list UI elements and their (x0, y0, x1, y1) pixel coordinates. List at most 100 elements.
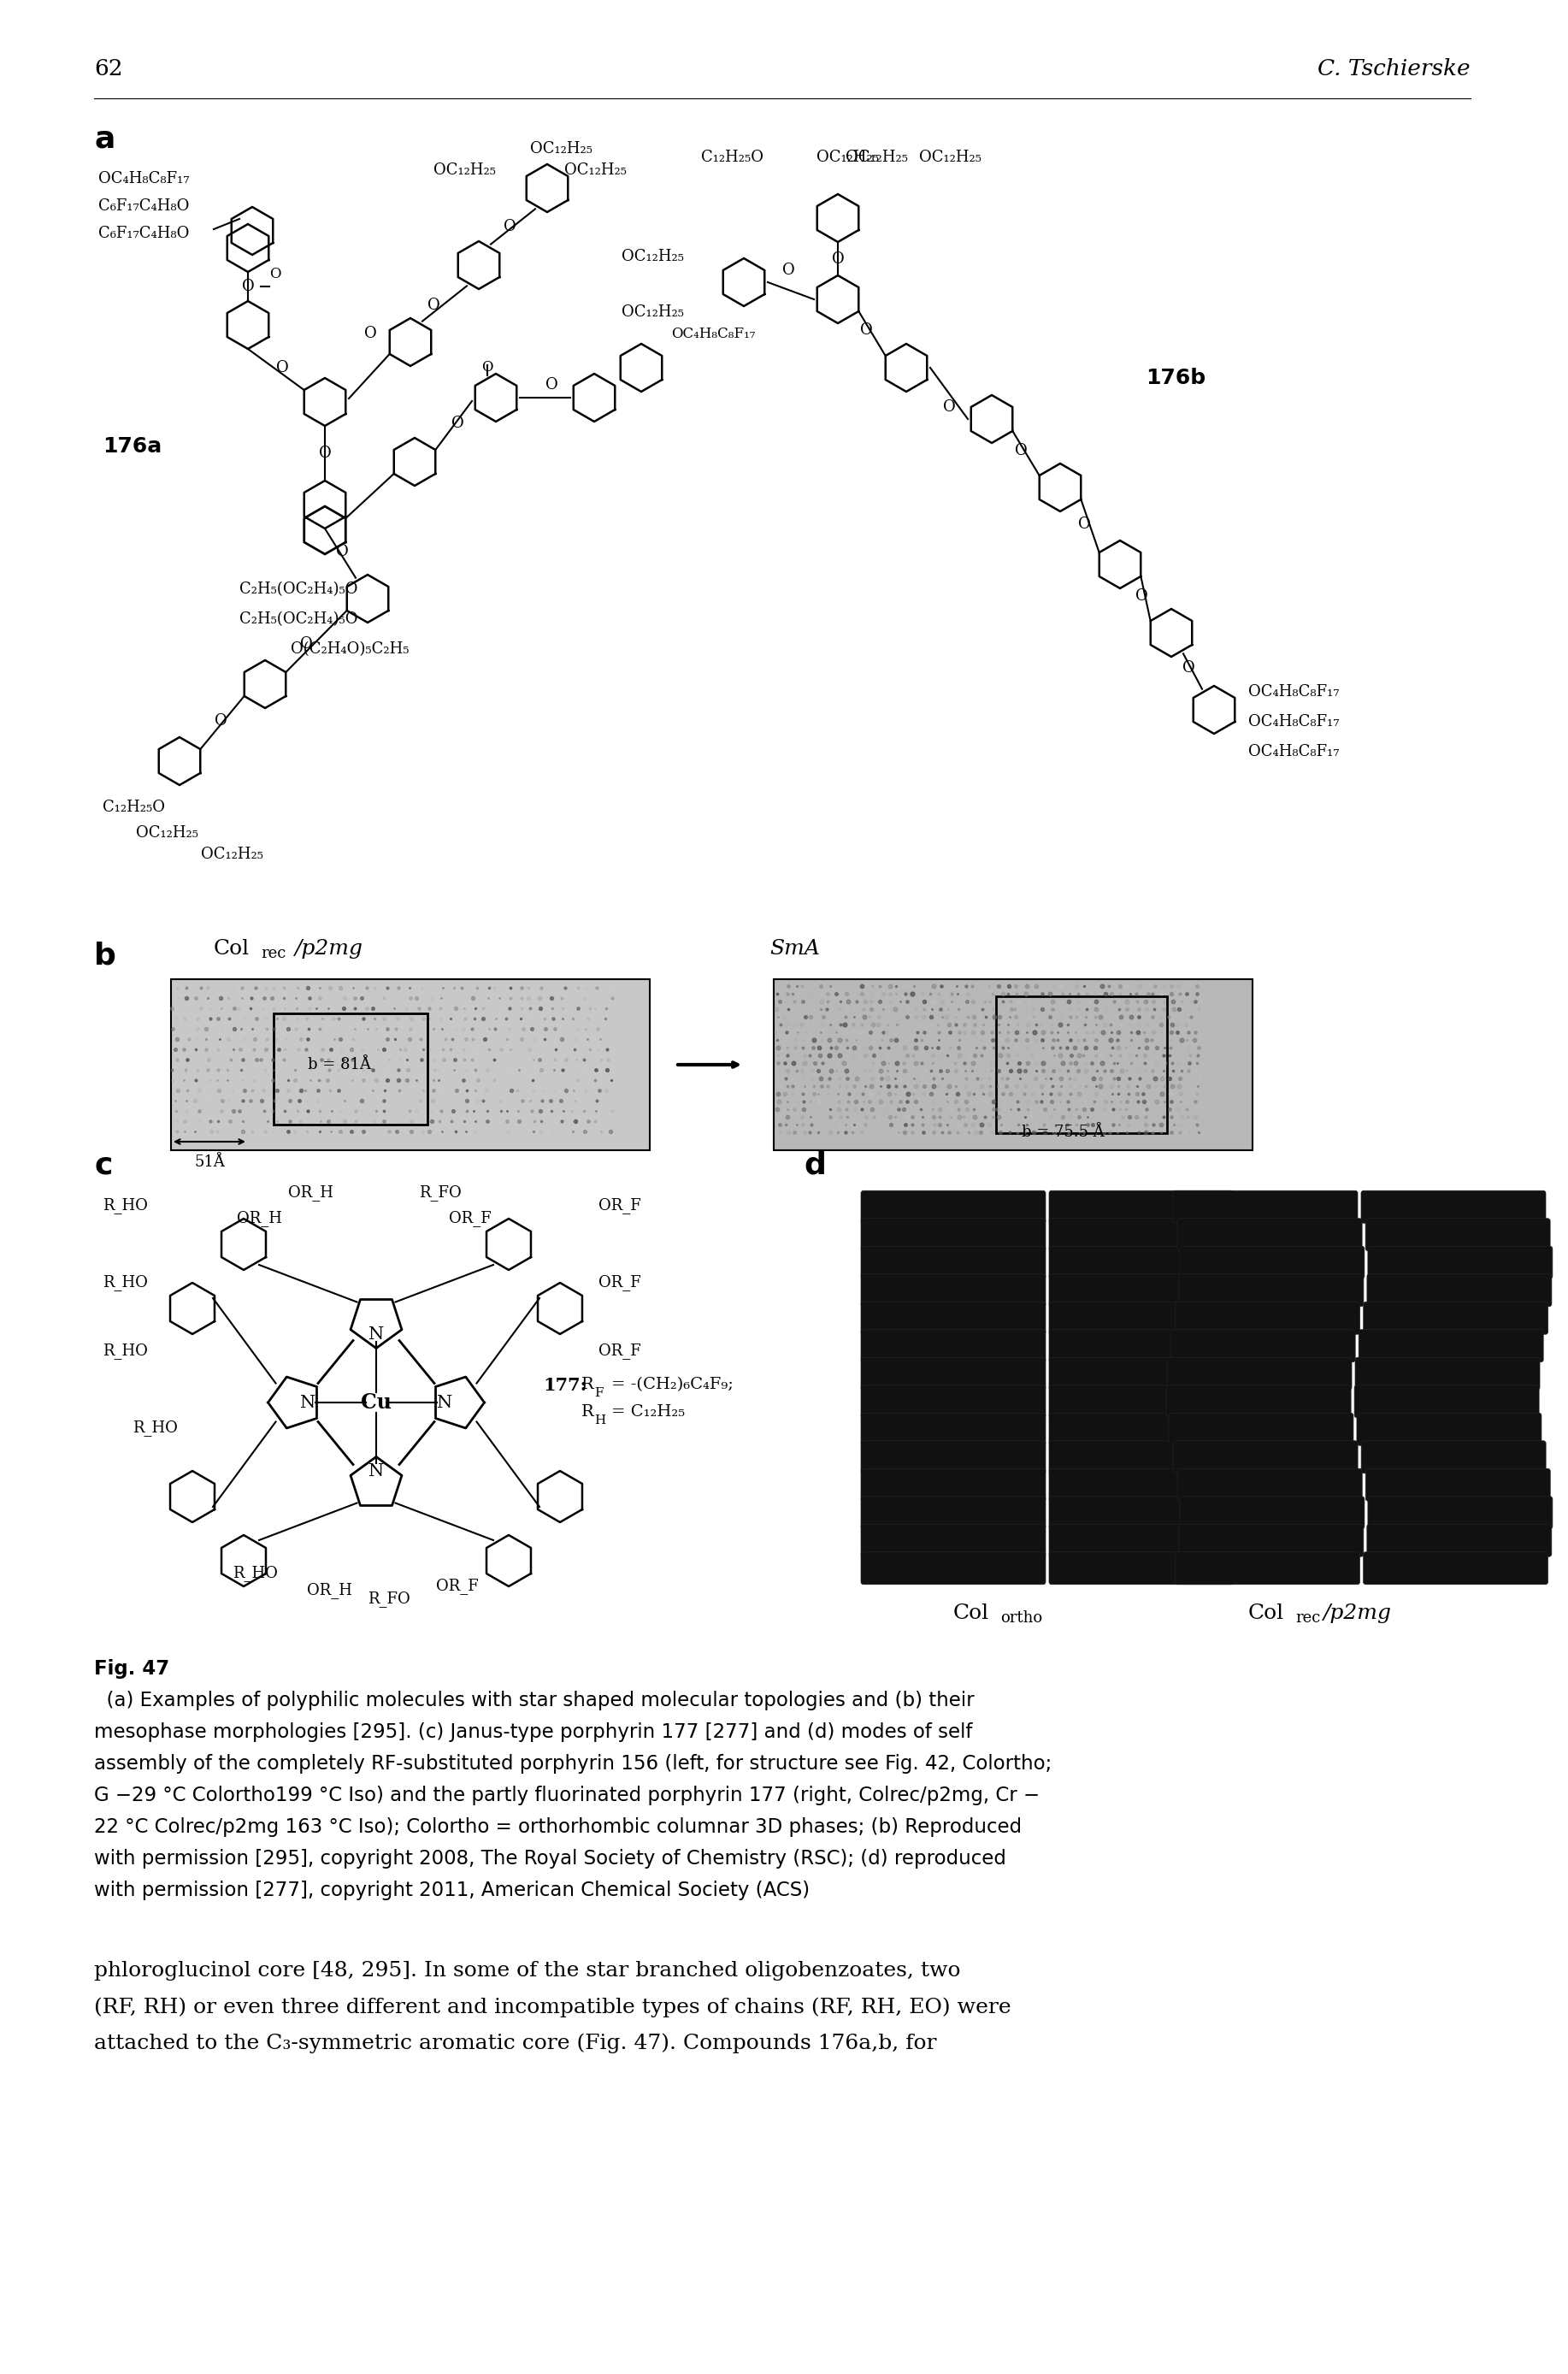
Text: C. Tschierske: C. Tschierske (1317, 57, 1471, 81)
Text: O: O (299, 636, 312, 650)
FancyBboxPatch shape (1049, 1524, 1234, 1557)
Text: mesophase morphologies [295]. (c) Janus-type porphyrin ​177​ [277] and (d) modes: mesophase morphologies [295]. (c) Janus-… (94, 1724, 972, 1743)
FancyBboxPatch shape (1366, 1470, 1551, 1500)
Text: /p2mg: /p2mg (1323, 1602, 1392, 1624)
Text: C₂H₅(OC₂H₄)₅O: C₂H₅(OC₂H₄)₅O (240, 582, 358, 596)
Text: OC₄H₈C₈F₁₇: OC₄H₈C₈F₁₇ (1248, 743, 1339, 760)
FancyBboxPatch shape (1359, 1329, 1543, 1363)
Text: OR_F: OR_F (599, 1275, 641, 1291)
FancyBboxPatch shape (1178, 1470, 1363, 1500)
FancyBboxPatch shape (1178, 1218, 1363, 1251)
Text: R: R (582, 1403, 594, 1420)
Text: OC₁₂H₂₅: OC₁₂H₂₅ (135, 826, 198, 840)
FancyBboxPatch shape (861, 1441, 1046, 1474)
FancyBboxPatch shape (1173, 1192, 1358, 1223)
Text: R_HO: R_HO (102, 1344, 147, 1360)
Text: OR_F: OR_F (436, 1579, 478, 1595)
Text: O(C₂H₄O)₅C₂H₅: O(C₂H₄O)₅C₂H₅ (290, 641, 409, 658)
FancyBboxPatch shape (861, 1384, 1046, 1417)
FancyBboxPatch shape (1367, 1496, 1552, 1529)
Text: O: O (831, 252, 844, 266)
Text: O: O (336, 544, 348, 560)
Text: OC₄H₈C₈F₁₇: OC₄H₈C₈F₁₇ (1248, 715, 1339, 729)
Text: C₁₂H₂₅O: C₁₂H₂₅O (701, 150, 764, 166)
Text: rec: rec (1295, 1610, 1320, 1626)
Text: rec: rec (260, 945, 285, 961)
Text: C₆F₁₇C₄H₈O: C₆F₁₇C₄H₈O (99, 226, 190, 242)
FancyBboxPatch shape (1356, 1413, 1541, 1446)
Text: O: O (1014, 444, 1027, 458)
Text: O: O (782, 264, 795, 278)
FancyBboxPatch shape (1355, 1358, 1540, 1389)
Text: 177:: 177: (543, 1377, 586, 1394)
Text: 62: 62 (94, 57, 122, 81)
FancyBboxPatch shape (861, 1358, 1046, 1389)
Text: O: O (318, 446, 331, 461)
Text: Col: Col (213, 940, 249, 959)
Text: b: b (94, 940, 116, 971)
Text: O: O (215, 712, 227, 729)
Text: OR_F: OR_F (448, 1211, 491, 1227)
FancyBboxPatch shape (861, 1524, 1046, 1557)
Text: OC₄H₈C₈F₁₇: OC₄H₈C₈F₁₇ (1248, 684, 1339, 700)
Text: OC₁₂H₂₅: OC₁₂H₂₅ (817, 150, 880, 166)
FancyBboxPatch shape (1179, 1496, 1364, 1529)
FancyBboxPatch shape (1179, 1246, 1364, 1280)
FancyBboxPatch shape (1167, 1358, 1352, 1389)
Text: d: d (804, 1151, 826, 1180)
FancyBboxPatch shape (1174, 1553, 1359, 1583)
FancyBboxPatch shape (1367, 1275, 1552, 1306)
FancyBboxPatch shape (1049, 1358, 1234, 1389)
FancyBboxPatch shape (1049, 1218, 1234, 1251)
Text: with permission [277], copyright 2011, American Chemical Society (ACS): with permission [277], copyright 2011, A… (94, 1880, 809, 1899)
FancyBboxPatch shape (1049, 1192, 1234, 1223)
Text: OC₁₂H₂₅: OC₁₂H₂₅ (621, 304, 684, 320)
Text: attached to the C₃-symmetric aromatic core (Fig. 47). Compounds ​176a,b​, for: attached to the C₃-symmetric aromatic co… (94, 2032, 936, 2054)
Text: OR_H: OR_H (237, 1211, 282, 1227)
FancyBboxPatch shape (1167, 1384, 1352, 1417)
Text: R_HO: R_HO (102, 1199, 147, 1213)
FancyBboxPatch shape (1049, 1246, 1234, 1280)
Text: 22 °C Colrec/p2mg 163 °C Iso); Colortho = orthorhombic columnar 3D phases; (b) R: 22 °C Colrec/p2mg 163 °C Iso); Colortho … (94, 1816, 1022, 1837)
FancyBboxPatch shape (861, 1275, 1046, 1306)
Text: C₆F₁₇C₄H₈O: C₆F₁₇C₄H₈O (99, 199, 190, 214)
FancyBboxPatch shape (1179, 1524, 1364, 1557)
Text: Cu: Cu (361, 1391, 392, 1413)
Text: R_FO: R_FO (368, 1591, 411, 1607)
FancyBboxPatch shape (1168, 1413, 1353, 1446)
Text: OR_H: OR_H (289, 1185, 334, 1201)
FancyBboxPatch shape (1049, 1553, 1234, 1583)
Text: F: F (594, 1386, 604, 1398)
FancyBboxPatch shape (1049, 1275, 1234, 1306)
Text: O: O (1135, 589, 1148, 603)
FancyBboxPatch shape (861, 1218, 1046, 1251)
FancyBboxPatch shape (1363, 1553, 1548, 1583)
Text: O: O (859, 323, 872, 337)
Text: phloroglucinol core [48, 295]. In some of the star branched oligobenzoates, two: phloroglucinol core [48, 295]. In some o… (94, 1961, 961, 1980)
Text: OC₄H₈C₈F₁₇: OC₄H₈C₈F₁₇ (671, 325, 756, 342)
FancyBboxPatch shape (861, 1192, 1046, 1223)
Text: OC₁₂H₂₅: OC₁₂H₂₅ (564, 161, 627, 178)
Text: O: O (503, 218, 516, 235)
Text: /p2mg: /p2mg (295, 940, 364, 959)
Text: c: c (94, 1151, 113, 1180)
Text: N: N (437, 1394, 453, 1410)
Text: O: O (452, 415, 464, 432)
Text: C₁₂H₂₅O: C₁₂H₂₅O (102, 800, 165, 814)
Text: (RF, RH) or even three different and incompatible types of chains (RF, RH, EO) w: (RF, RH) or even three different and inc… (94, 1997, 1011, 2018)
Text: 51Å: 51Å (194, 1154, 224, 1170)
Text: 176b: 176b (1146, 368, 1206, 389)
Text: R_HO: R_HO (232, 1564, 278, 1581)
Text: SmA: SmA (770, 940, 820, 959)
FancyBboxPatch shape (1173, 1441, 1358, 1474)
Text: 176a: 176a (102, 437, 162, 456)
Text: R_HO: R_HO (133, 1420, 177, 1436)
Text: Col: Col (953, 1602, 989, 1624)
Text: = -(CH₂)₆C₄F₉;: = -(CH₂)₆C₄F₉; (612, 1377, 734, 1391)
Text: OC₄H₈C₈F₁₇: OC₄H₈C₈F₁₇ (99, 171, 190, 188)
FancyBboxPatch shape (1366, 1218, 1551, 1251)
Text: O: O (1077, 518, 1090, 532)
Text: N: N (299, 1394, 315, 1410)
Text: ortho: ortho (1000, 1610, 1043, 1626)
FancyBboxPatch shape (1361, 1192, 1546, 1223)
